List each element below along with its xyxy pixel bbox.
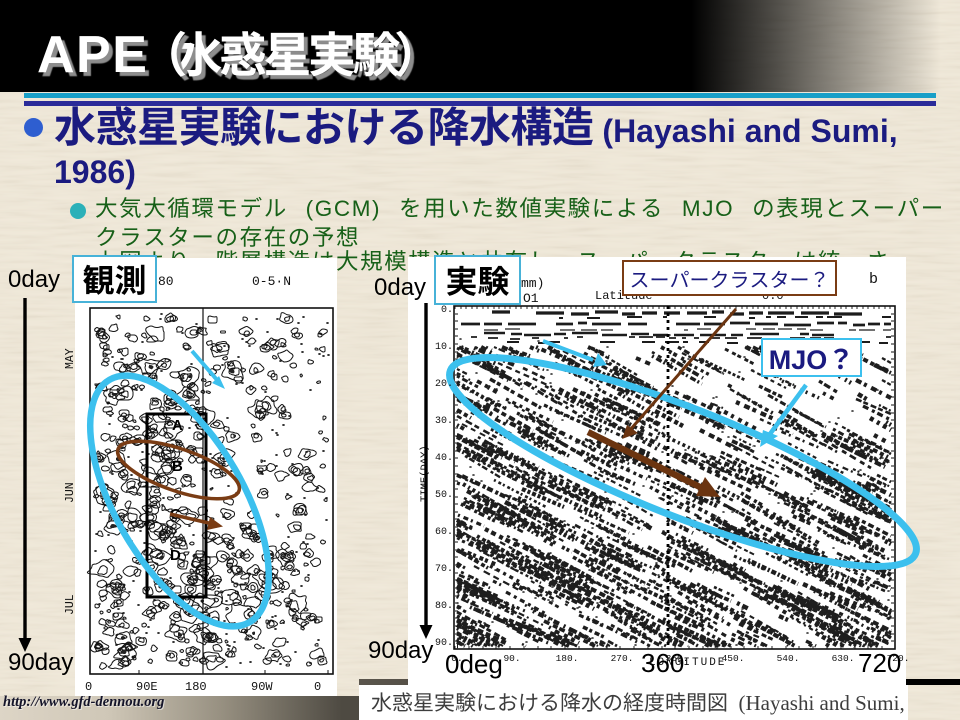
svg-text:B: B (172, 458, 183, 475)
svg-text:D: D (170, 547, 181, 564)
svg-text:A: A (172, 417, 183, 434)
